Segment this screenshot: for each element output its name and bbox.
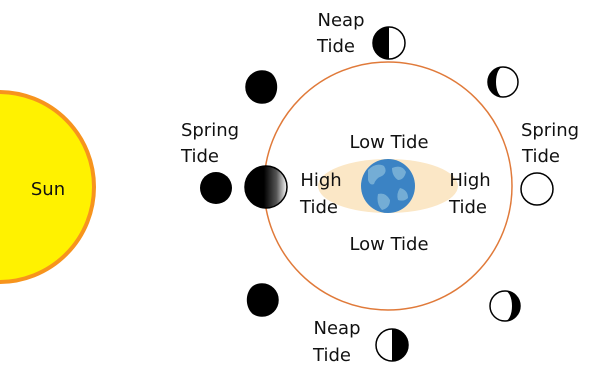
moon-bottom (375, 328, 409, 362)
spring-tide-left-line2: Tide (180, 146, 219, 167)
new-moon (200, 172, 232, 204)
moon-upper-left (245, 70, 280, 104)
crescent-moon-icon (245, 70, 279, 104)
low-tide-bottom: Low Tide (349, 234, 428, 255)
moon-lower-right (489, 290, 521, 322)
high-tide-left-line2: Tide (299, 197, 338, 218)
sun-disk (0, 90, 96, 284)
high-tide-right-line1: High (449, 170, 490, 191)
spring-tide-left-line1: Spring (181, 120, 239, 141)
moon-right (520, 172, 554, 206)
moon-lower-left (244, 283, 279, 317)
crescent-moon-icon (245, 283, 279, 317)
moon-icon (244, 165, 288, 209)
neap-tide-top-line2: Tide (316, 36, 355, 57)
moon-top (372, 26, 406, 60)
earth (361, 159, 415, 213)
moon-upper-right (487, 66, 519, 98)
neap-tide-bottom-line1: Neap (314, 318, 361, 339)
new-moon-icon (200, 172, 232, 204)
moon-left-inner (244, 165, 288, 209)
high-tide-right-line2: Tide (448, 197, 487, 218)
spring-tide-right-line1: Spring (521, 120, 579, 141)
high-tide-left-line1: High (300, 170, 341, 191)
sun-label: Sun (31, 179, 65, 200)
spring-tide-right-line2: Tide (521, 146, 560, 167)
low-tide-top: Low Tide (349, 132, 428, 153)
full-moon-icon (520, 172, 554, 206)
neap-tide-bottom-line2: Tide (312, 345, 351, 366)
neap-tide-top-line1: Neap (318, 10, 365, 31)
sun: Sun (0, 90, 96, 284)
